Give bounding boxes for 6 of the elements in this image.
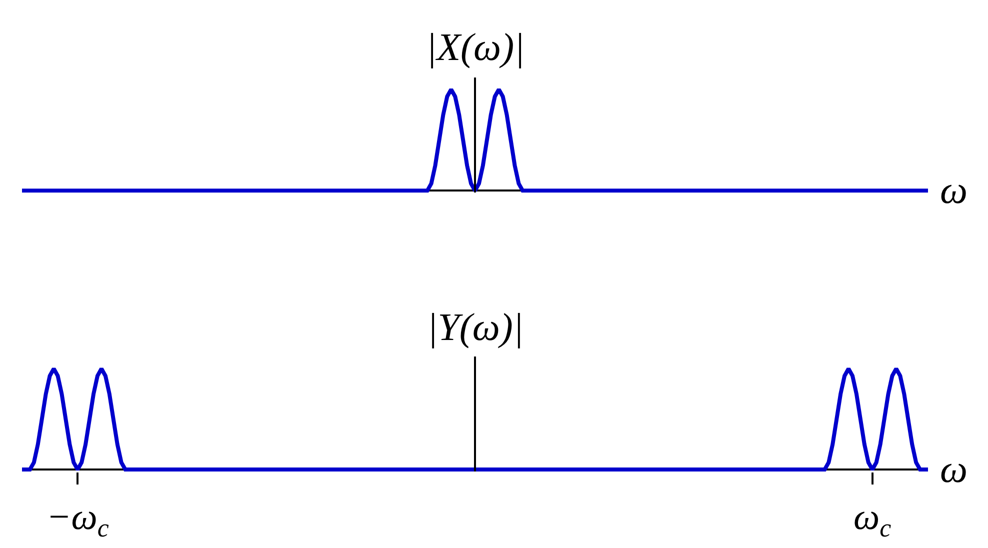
x-axis-title: ω [940,448,968,491]
y-axis-title: |X(ω)| [426,26,525,69]
x-tick-label: ω$_{c}$ [854,496,892,543]
x-tick-label: −ω$_{c}$ [46,496,110,543]
y-axis-title: |Y(ω)| [427,306,524,349]
x-axis-title: ω [940,169,968,212]
